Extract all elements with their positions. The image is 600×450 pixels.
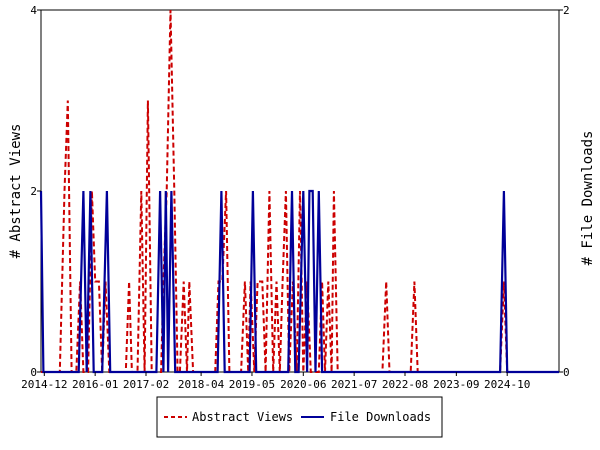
y-right-tick-label: 2 — [563, 4, 570, 17]
y-right-tick-label: 0 — [563, 366, 570, 379]
x-tick-label: 2019-05 — [229, 378, 275, 391]
legend-box — [156, 396, 443, 438]
legend-label-abstract-views: Abstract Views — [192, 410, 293, 424]
x-tick-label: 2020-06 — [280, 378, 326, 391]
x-tick-label: 2023-09 — [433, 378, 479, 391]
x-tick-label: 2021-07 — [331, 378, 377, 391]
x-tick-label: 2022-08 — [382, 378, 428, 391]
x-tick-label: 2024-10 — [484, 378, 530, 391]
x-tick-label: 2014-12 — [21, 378, 67, 391]
x-tick-label: 2017-02 — [123, 378, 169, 391]
y-left-tick-label: 4 — [30, 4, 37, 17]
y-left-tick-label: 2 — [30, 185, 37, 198]
y-left-axis-title: # Abstract Views — [8, 124, 24, 259]
x-tick-label: 2016-01 — [72, 378, 118, 391]
x-tick-label: 2018-04 — [178, 378, 225, 391]
y-left-tick-label: 0 — [30, 366, 37, 379]
legend-label-file-downloads: File Downloads — [330, 410, 431, 424]
legend: Abstract Views File Downloads — [156, 396, 443, 438]
ticks-layer: 0 2 4 0 2 2014-12 2016-01 2017-02 2018-04 2019-05… — [21, 4, 570, 391]
plot-area: 0 2 4 0 2 2014-12 2016-01 2017-02 2018-04 2019-05… — [21, 4, 570, 391]
y-right-axis-title: # File Downloads — [580, 131, 596, 266]
